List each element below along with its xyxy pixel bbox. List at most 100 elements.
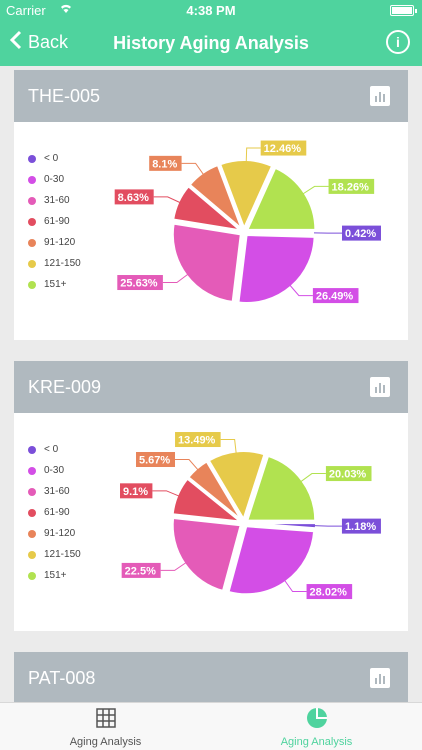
legend-item: 151+	[28, 565, 81, 586]
legend-label: 151+	[44, 279, 67, 290]
card-header: THE-005	[14, 70, 408, 122]
leader-line	[245, 147, 261, 163]
pie-slice	[171, 222, 242, 304]
legend-item: 151+	[28, 274, 81, 295]
card-title: THE-005	[28, 86, 101, 106]
legend-swatch	[28, 466, 36, 475]
data-label-bg	[312, 288, 359, 304]
pie-icon	[306, 708, 328, 732]
legend-item: 31-60	[28, 481, 81, 502]
app-header: Carrier 4:38 PM Back History Aging Analy…	[0, 0, 422, 66]
status-bar: Carrier 4:38 PM	[0, 0, 422, 20]
legend-item: 121-150	[28, 544, 81, 565]
data-label-bg	[325, 466, 372, 482]
data-label-bg	[117, 275, 163, 291]
data-label-bg	[328, 178, 375, 194]
legend-item: 0-30	[28, 169, 81, 190]
pie-slice	[247, 231, 318, 235]
legend-label: 61-90	[44, 507, 70, 518]
card-list[interactable]: THE-005 < 0 0-30 31-60 61-90 91-120 121-150 15…	[0, 66, 422, 702]
leader-line	[313, 525, 342, 527]
legend-label: 31-60	[44, 195, 70, 206]
pie-chart: 0.42% 26.49% 25.63% 8.63% 8.1% 12.46% 18.26%	[114, 140, 381, 305]
bar-chart-icon[interactable]	[370, 86, 390, 106]
data-label: 20.03%	[329, 469, 367, 481]
back-label: Back	[28, 32, 69, 52]
legend: < 0 0-30 31-60 61-90 91-120 121-150 151+	[28, 439, 81, 586]
data-label-bg	[121, 562, 161, 578]
aging-card: KRE-009 < 0 0-30 31-60 61-90 91-120 121-150 15…	[14, 361, 408, 631]
data-label: 8.63%	[118, 192, 149, 204]
page-title: History Aging Analysis	[113, 33, 309, 53]
nav-bar: Back History Aging Analysis i	[0, 20, 422, 66]
legend-label: 91-120	[44, 528, 76, 539]
card-title: PAT-008	[28, 668, 96, 688]
data-label-bg	[341, 225, 381, 241]
legend-swatch	[28, 550, 36, 559]
aging-card: THE-005 < 0 0-30 31-60 61-90 91-120 121-150 15…	[14, 70, 408, 340]
legend-label: 31-60	[44, 486, 70, 497]
legend-item: 91-120	[28, 523, 81, 544]
aging-card: PAT-008	[14, 652, 408, 702]
data-label-bg	[260, 140, 307, 156]
grid-icon	[95, 708, 117, 732]
bar-chart-icon[interactable]	[370, 668, 390, 688]
legend-swatch	[28, 487, 36, 496]
wifi-icon	[58, 2, 74, 17]
legend-item: 91-120	[28, 232, 81, 253]
legend-item: < 0	[28, 148, 81, 169]
tab-aging-analysis-pie[interactable]: Aging Analysis	[211, 707, 422, 748]
leader-line	[162, 273, 189, 284]
tab-label: Aging Analysis	[280, 736, 353, 748]
data-label: 5.67%	[139, 454, 170, 466]
data-label: 9.1%	[123, 486, 148, 498]
tab-label: Aging Analysis	[69, 736, 142, 748]
pie-slice	[171, 516, 242, 593]
info-icon[interactable]: i	[386, 30, 410, 54]
legend-item: < 0	[28, 439, 81, 460]
leader-line	[181, 162, 205, 176]
data-label: 28.02%	[310, 587, 348, 599]
legend-swatch	[28, 571, 36, 580]
data-label: 1.18%	[345, 521, 376, 533]
legend-label: 0-30	[44, 174, 65, 185]
legend-item: 61-90	[28, 502, 81, 523]
data-label: 13.49%	[178, 435, 216, 447]
data-label: 25.63%	[120, 278, 158, 290]
legend-label: < 0	[44, 444, 59, 455]
legend-item: 61-90	[28, 211, 81, 232]
data-label-bg	[175, 432, 221, 448]
leader-line	[175, 458, 199, 471]
legend-label: < 0	[44, 153, 59, 164]
legend-swatch	[28, 445, 36, 454]
legend-label: 91-120	[44, 237, 76, 248]
tab-aging-analysis-grid[interactable]: Aging Analysis	[0, 707, 211, 748]
data-label-bg	[341, 518, 381, 534]
data-label-bg	[136, 451, 176, 467]
legend-swatch	[28, 259, 36, 268]
legend-label: 0-30	[44, 465, 65, 476]
data-label-bg	[120, 483, 153, 499]
legend-swatch	[28, 529, 36, 538]
bar-chart-icon[interactable]	[370, 377, 390, 397]
leader-line	[302, 185, 329, 195]
leader-line	[152, 490, 180, 497]
back-button[interactable]: Back	[9, 30, 69, 55]
pie-slice	[227, 525, 316, 596]
legend-swatch	[28, 238, 36, 247]
legend-label: 61-90	[44, 216, 70, 227]
battery-icon	[390, 5, 417, 16]
data-label-bg	[114, 189, 154, 205]
legend-swatch	[28, 217, 36, 226]
data-label: 18.26%	[332, 181, 370, 193]
data-label-bg	[306, 584, 353, 600]
data-label-bg	[149, 155, 182, 171]
legend-label: 121-150	[44, 258, 81, 269]
legend-swatch	[28, 154, 36, 163]
legend-swatch	[28, 196, 36, 205]
card-header: KRE-009	[14, 361, 408, 413]
leader-line	[220, 439, 237, 454]
status-time: 4:38 PM	[186, 3, 236, 18]
leader-line	[289, 284, 313, 297]
legend-item: 0-30	[28, 460, 81, 481]
